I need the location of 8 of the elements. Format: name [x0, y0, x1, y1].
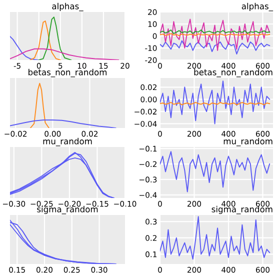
chart-title: sigma_random: [37, 206, 98, 214]
chart-title: betas_non_random: [28, 68, 107, 78]
chart-title: mu_random: [43, 138, 92, 146]
chart-title: sigma_random: [212, 206, 272, 214]
chart-title: alphas_: [242, 2, 274, 12]
chart-title: betas_non_random: [194, 68, 272, 78]
chart-title: alphas_: [52, 2, 84, 12]
chart-title: mu_random: [224, 138, 272, 146]
